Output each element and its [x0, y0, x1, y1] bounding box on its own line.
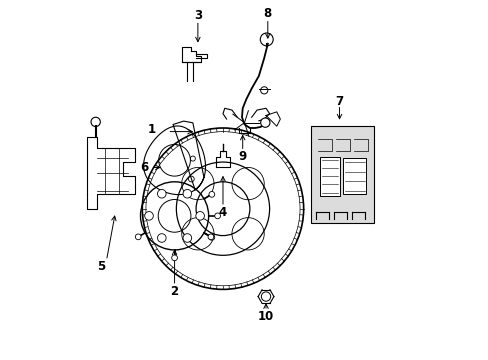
- Bar: [319, 157, 339, 196]
- Circle shape: [171, 255, 177, 261]
- Circle shape: [183, 189, 191, 198]
- Text: 3: 3: [193, 9, 202, 22]
- Circle shape: [183, 234, 191, 242]
- Text: 4: 4: [219, 206, 226, 219]
- Text: 10: 10: [257, 310, 274, 323]
- Text: 8: 8: [263, 7, 271, 20]
- Circle shape: [157, 189, 166, 198]
- Text: 5: 5: [97, 260, 105, 273]
- Text: 7: 7: [335, 95, 343, 108]
- Circle shape: [260, 87, 267, 94]
- Circle shape: [144, 212, 153, 220]
- Circle shape: [208, 192, 214, 197]
- Circle shape: [135, 234, 141, 240]
- Bar: [310, 126, 373, 223]
- Text: 9: 9: [238, 150, 246, 163]
- Text: 6: 6: [140, 161, 148, 174]
- Circle shape: [208, 234, 214, 240]
- Bar: [343, 158, 366, 194]
- Circle shape: [260, 118, 269, 127]
- Circle shape: [214, 213, 220, 219]
- Circle shape: [195, 212, 204, 220]
- Circle shape: [207, 234, 213, 240]
- Text: 1: 1: [147, 123, 155, 136]
- Circle shape: [157, 234, 166, 242]
- Text: 2: 2: [170, 285, 178, 298]
